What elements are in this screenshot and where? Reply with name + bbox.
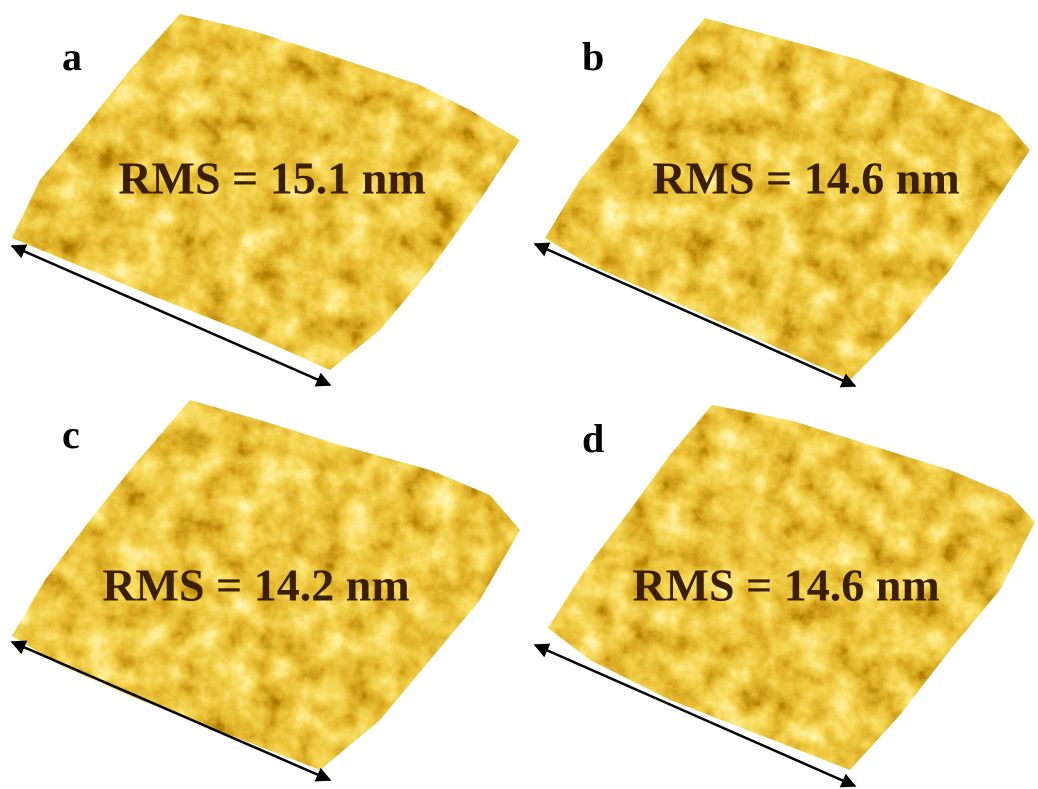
panel-label: d [582, 416, 604, 461]
rms-text: RMS = 14.6 nm [632, 560, 939, 611]
panel-d: d RMS = 14.6 nm [535, 405, 1035, 786]
panel-c: c RMS = 14.2 nm [12, 400, 520, 780]
rms-text: RMS = 14.6 nm [652, 153, 959, 204]
rms-text: RMS = 15.1 nm [118, 153, 425, 204]
panel-label: b [582, 34, 604, 79]
panel-label: c [62, 412, 80, 457]
panel-label: a [62, 34, 82, 79]
rms-text: RMS = 14.2 nm [102, 560, 409, 611]
figure: a RMS = 15.1 nm b RMS = 14.6 nm c RMS = … [0, 0, 1038, 789]
panel-b: b RMS = 14.6 nm [535, 18, 1030, 386]
panel-a: a RMS = 15.1 nm [12, 14, 520, 385]
